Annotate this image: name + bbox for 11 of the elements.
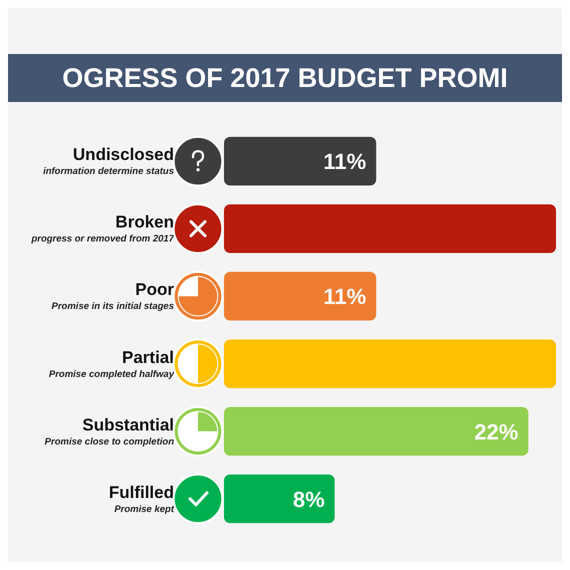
data-label: 11% xyxy=(323,284,366,310)
y-tick-label: Poor Promise in its initial stages xyxy=(52,280,174,312)
y-tick-label: Broken progress or removed from 2017 xyxy=(30,212,175,245)
data-label: 22% xyxy=(474,419,518,444)
y-tick-label: Fulfilled Promise kept xyxy=(108,482,175,515)
y-tick-label: Substantial Promise close to completion xyxy=(44,415,174,448)
data-label: 11% xyxy=(323,149,366,174)
data-label: 8% xyxy=(292,486,325,512)
chart-title: OGRESS OF 2017 BUDGET PROMI xyxy=(62,63,508,93)
y-tick-label: Partial Promise completed halfway xyxy=(48,348,175,380)
y-tick-label: Undisclosed information determine status xyxy=(43,145,174,178)
